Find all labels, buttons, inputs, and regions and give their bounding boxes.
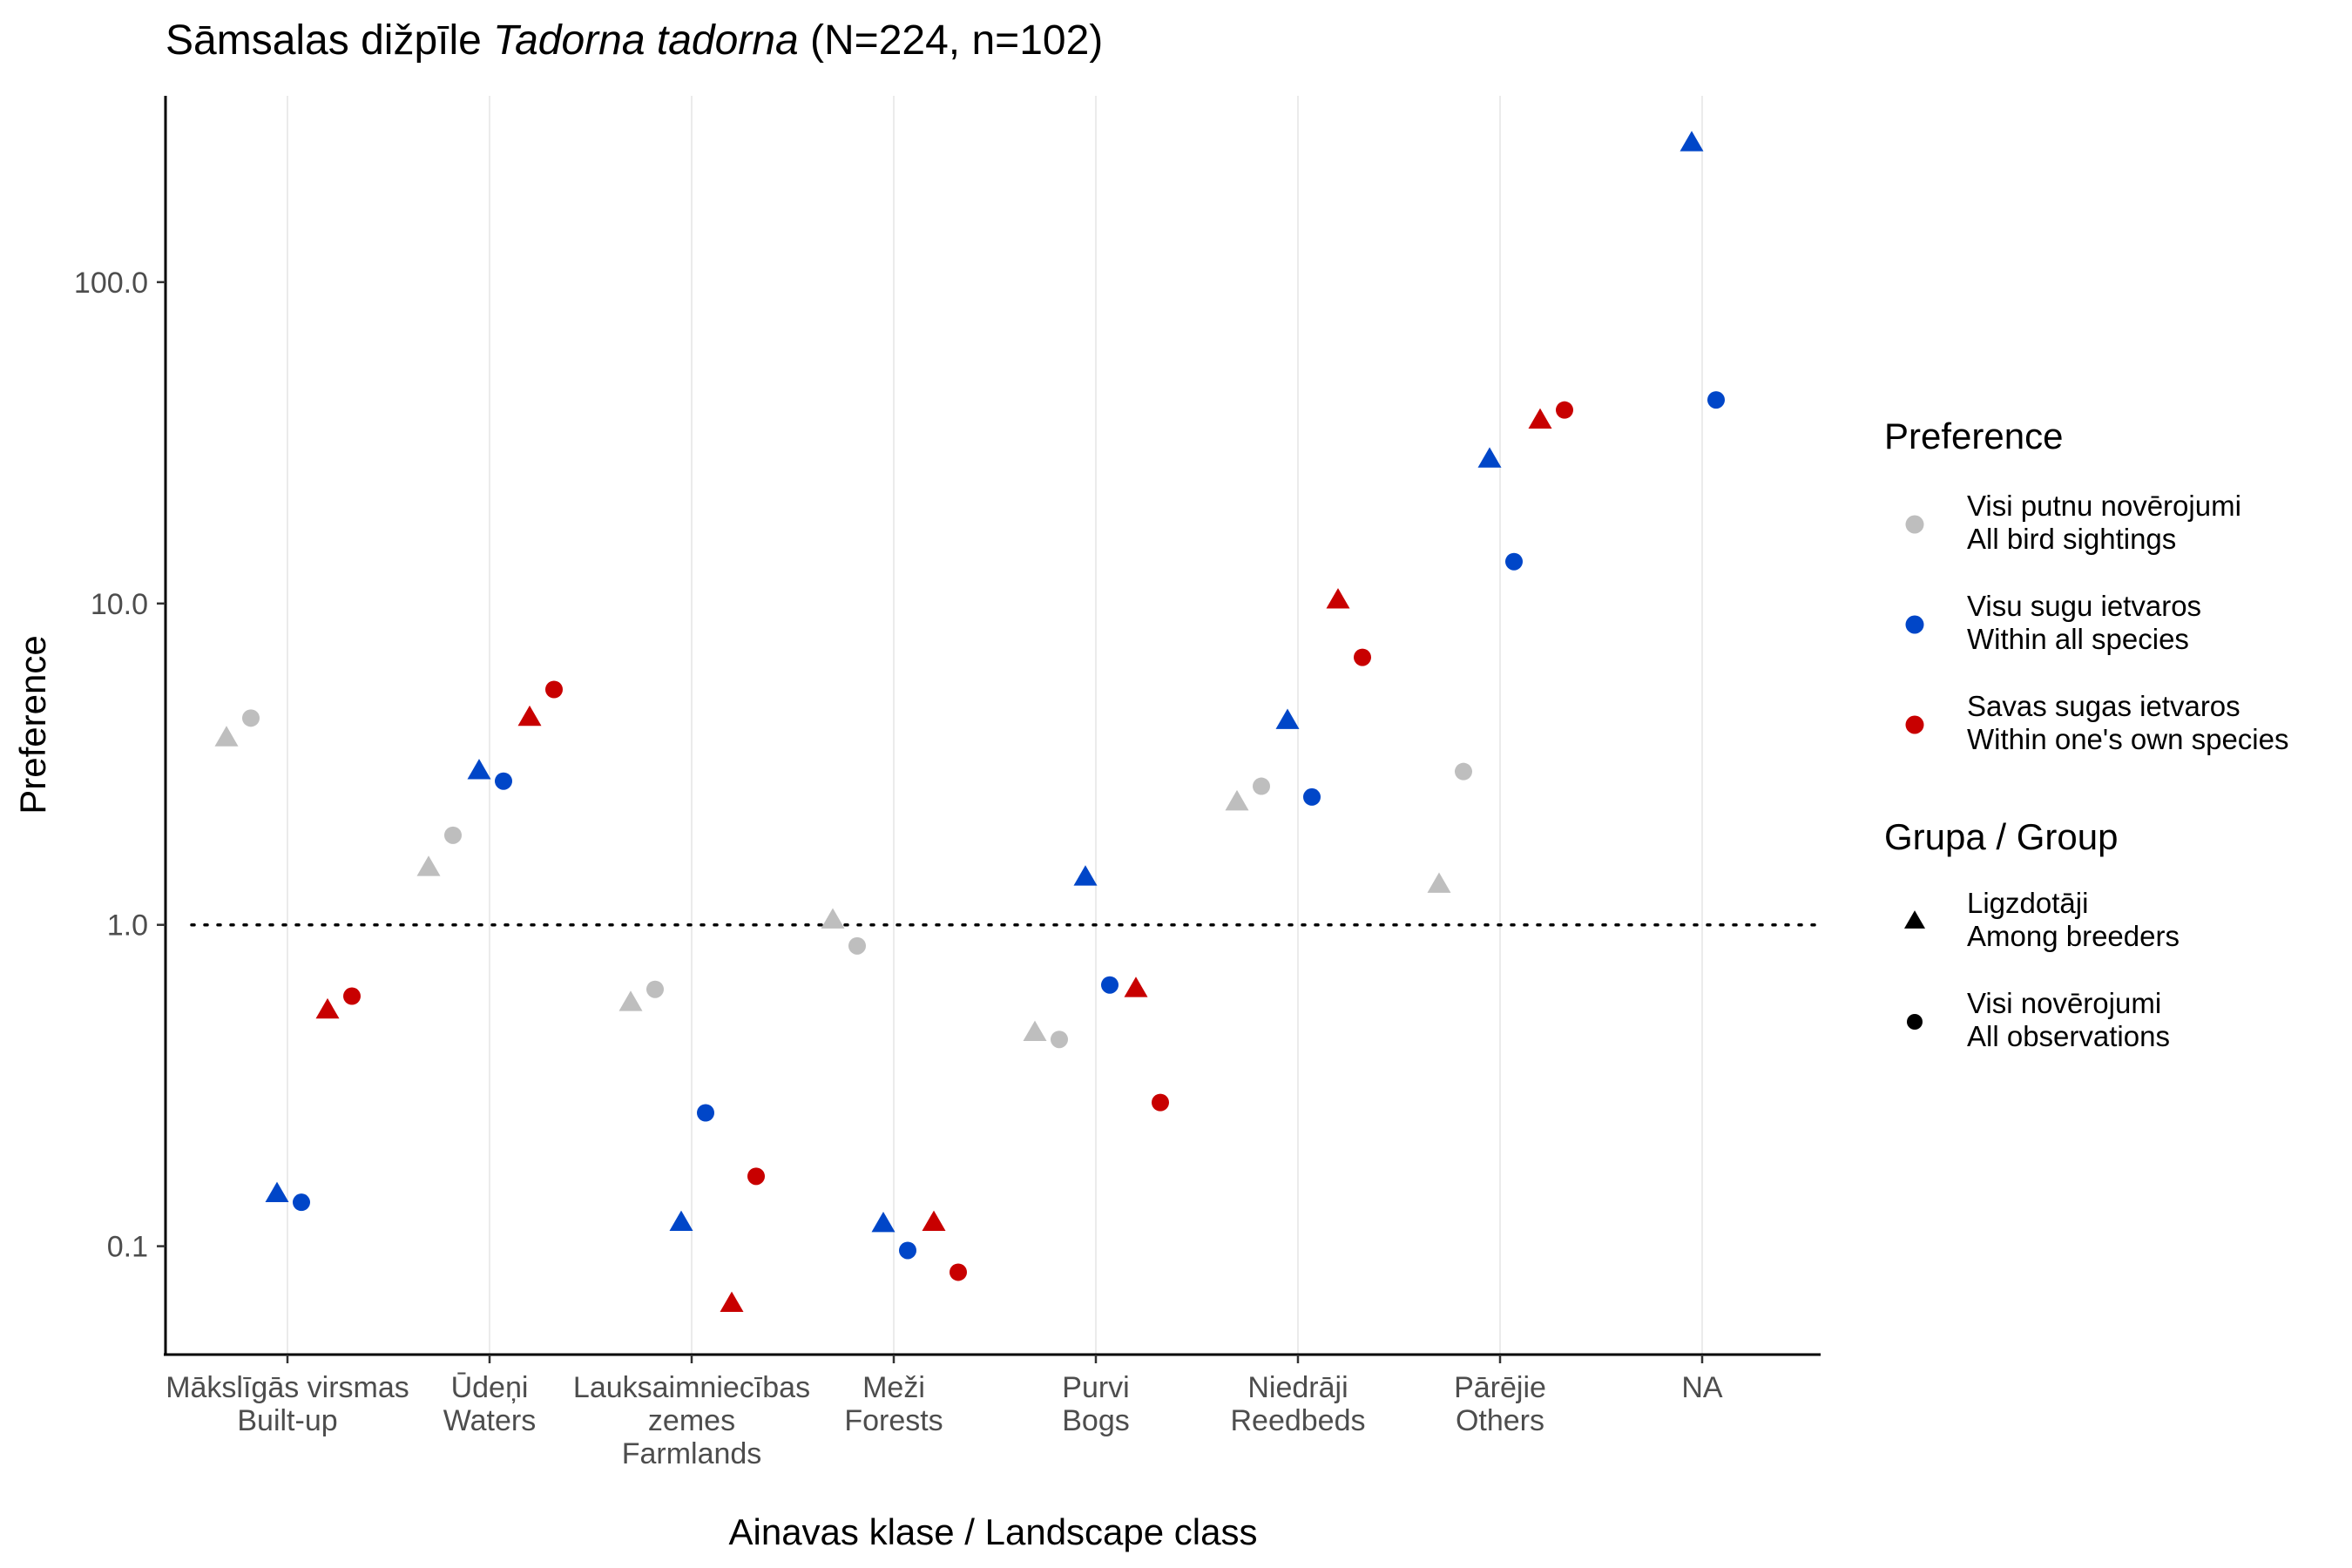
legend-label-within_own_species: Savas sugas ietvaros Within one's own spe… <box>1967 690 2288 755</box>
legend-label-circle: Visi novērojumi All observations <box>1967 987 2170 1052</box>
point-breeders-within_all_species <box>1477 447 1502 468</box>
data-points <box>214 131 1725 1313</box>
legend-label-all_bird_sightings: Visi putnu novērojumi All bird sightings <box>1967 490 2241 555</box>
point-breeders-all_bird_sightings <box>1225 789 1249 811</box>
legend-title-preference: Preference <box>1884 416 2063 456</box>
legend-key-within_all_species <box>1905 615 1924 634</box>
x-tick-label: Lauksaimniecības zemes Farmlands <box>573 1371 810 1470</box>
legend-key-all_bird_sightings <box>1905 515 1924 534</box>
point-breeders-within_all_species <box>669 1210 693 1231</box>
chart-title: Sāmsalas dižpīle Tadorna tadorna (N=224,… <box>166 17 1103 64</box>
point-breeders-within_own_species <box>315 997 340 1019</box>
legend-label-triangle: Ligzdotāji Among breeders <box>1967 887 2180 952</box>
point-all-all_bird_sightings <box>848 936 866 955</box>
point-all-within_all_species <box>1707 391 1725 409</box>
legend-key-within_own_species <box>1905 715 1924 734</box>
point-all-within_own_species <box>950 1263 967 1281</box>
point-all-within_own_species <box>1354 648 1371 666</box>
y-axis-title: Preference <box>12 635 53 814</box>
legend-key-triangle <box>1904 910 1925 929</box>
x-tick-label: NA <box>1681 1371 1723 1404</box>
x-tick-label: Ūdeņi Waters <box>443 1371 536 1437</box>
point-all-within_own_species <box>545 680 563 699</box>
point-breeders-all_bird_sightings <box>1427 872 1451 893</box>
x-ticks: Mākslīgās virsmas Built-up Ūdeņi Waters Lauk… <box>166 1355 1723 1470</box>
point-breeders-within_all_species <box>467 759 491 780</box>
point-all-within_own_species <box>1556 401 1573 419</box>
point-all-within_all_species <box>293 1193 310 1212</box>
point-all-within_all_species <box>1505 552 1523 571</box>
y-tick-label: 1.0 <box>107 909 148 943</box>
legend-key-circle <box>1907 1014 1923 1030</box>
y-tick-label: 100.0 <box>74 267 148 300</box>
point-all-within_own_species <box>1152 1093 1169 1112</box>
point-all-within_all_species <box>495 772 512 790</box>
x-tick-label: Mākslīgās virsmas Built-up <box>166 1371 409 1437</box>
point-breeders-within_all_species <box>1680 131 1704 152</box>
point-breeders-within_own_species <box>1528 408 1552 429</box>
point-breeders-within_all_species <box>1073 865 1098 886</box>
point-breeders-within_own_species <box>1124 977 1148 997</box>
point-breeders-within_own_species <box>720 1291 744 1313</box>
legend: Preference Visi putnu novērojumi All bird … <box>1884 416 2288 1052</box>
point-all-within_all_species <box>1303 787 1321 806</box>
point-breeders-all_bird_sightings <box>1023 1020 1047 1041</box>
point-all-within_all_species <box>899 1241 916 1260</box>
point-all-all_bird_sightings <box>1455 762 1472 781</box>
point-all-within_own_species <box>343 987 361 1005</box>
point-breeders-within_own_species <box>517 705 542 727</box>
point-all-within_all_species <box>697 1104 714 1122</box>
point-all-all_bird_sightings <box>444 826 462 844</box>
legend-label-within_all_species: Visu sugu ietvaros Within all species <box>1967 590 2201 655</box>
point-breeders-within_all_species <box>265 1181 289 1202</box>
point-breeders-within_all_species <box>1275 708 1300 729</box>
point-all-all_bird_sightings <box>1051 1031 1068 1049</box>
legend-title-group: Grupa / Group <box>1884 816 2118 857</box>
point-breeders-all_bird_sightings <box>618 990 643 1011</box>
point-breeders-within_own_species <box>1326 588 1350 609</box>
x-tick-label: Niedrāji Reedbeds <box>1230 1371 1365 1437</box>
point-all-all_bird_sightings <box>1253 777 1270 795</box>
point-breeders-all_bird_sightings <box>821 908 845 929</box>
x-tick-label: Purvi Bogs <box>1062 1371 1130 1437</box>
y-ticks: 0.1 1.0 10.0 100.0 <box>74 267 166 1264</box>
point-breeders-all_bird_sightings <box>214 726 239 747</box>
x-tick-label: Pārējie Others <box>1454 1371 1546 1437</box>
point-breeders-within_own_species <box>922 1210 946 1231</box>
point-all-all_bird_sightings <box>242 709 260 727</box>
y-tick-label: 0.1 <box>107 1231 148 1264</box>
x-tick-label: Meži Forests <box>844 1371 943 1437</box>
point-all-all_bird_sightings <box>646 980 664 998</box>
grid <box>287 96 1703 1355</box>
y-tick-label: 10.0 <box>91 588 148 621</box>
x-axis-title: Ainavas klase / Landscape class <box>728 1511 1257 1552</box>
point-all-within_own_species <box>747 1167 765 1186</box>
point-all-within_all_species <box>1101 976 1119 994</box>
point-breeders-within_all_species <box>871 1211 896 1233</box>
point-breeders-all_bird_sightings <box>416 855 441 876</box>
